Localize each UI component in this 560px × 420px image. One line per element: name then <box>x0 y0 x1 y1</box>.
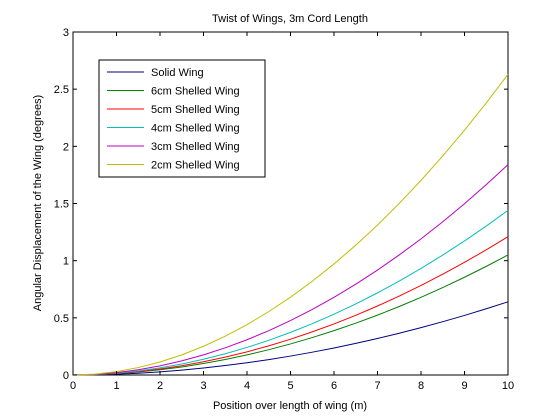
x-tick-label: 0 <box>70 380 76 392</box>
y-tick-label: 1 <box>63 256 69 268</box>
y-tick-label: 0 <box>63 370 69 382</box>
x-tick-label: 5 <box>287 380 293 392</box>
legend: Solid Wing 6cm Shelled Wing 5cm Shelled Wi… <box>98 59 266 178</box>
axis-ticks: 0 1 2 3 4 5 6 7 8 9 10 0 0.5 1 1.5 2 2.5 3 <box>54 27 514 392</box>
series-line-1 <box>72 301 509 376</box>
x-tick-label: 6 <box>331 380 337 392</box>
x-tick-label: 8 <box>418 380 424 392</box>
y-axis-title: Angular Displacement of the Wing (degree… <box>32 95 44 311</box>
x-tick-label: 9 <box>461 380 467 392</box>
y-tick-label: 2.5 <box>54 84 69 96</box>
legend-label: 4cm Shelled Wing <box>151 123 240 135</box>
legend-box <box>98 59 266 178</box>
x-tick-label: 4 <box>244 380 250 392</box>
series-lines <box>72 73 509 376</box>
series-line-2 <box>72 254 509 376</box>
series-line-5 <box>72 164 509 376</box>
series-line-6 <box>72 73 509 376</box>
x-tick-label: 3 <box>200 380 206 392</box>
series-line-4 <box>72 209 509 376</box>
x-axis-title: Position over length of wing (m) <box>213 400 367 412</box>
legend-label: 5cm Shelled Wing <box>151 104 240 116</box>
x-tick-label: 10 <box>502 380 514 392</box>
x-tick-label: 1 <box>113 380 119 392</box>
legend-label: 3cm Shelled Wing <box>151 141 240 153</box>
x-tick-label: 2 <box>157 380 163 392</box>
series-line-3 <box>72 236 509 376</box>
y-tick-label: 3 <box>63 27 69 39</box>
legend-label: 2cm Shelled Wing <box>151 160 240 172</box>
legend-label: 6cm Shelled Wing <box>151 86 240 98</box>
legend-label: Solid Wing <box>151 67 204 79</box>
chart-title: Twist of Wings, 3m Cord Length <box>212 13 368 25</box>
y-tick-label: 2 <box>63 141 69 153</box>
y-tick-label: 0.5 <box>54 313 69 325</box>
x-tick-label: 7 <box>374 380 380 392</box>
y-tick-label: 1.5 <box>54 199 69 211</box>
